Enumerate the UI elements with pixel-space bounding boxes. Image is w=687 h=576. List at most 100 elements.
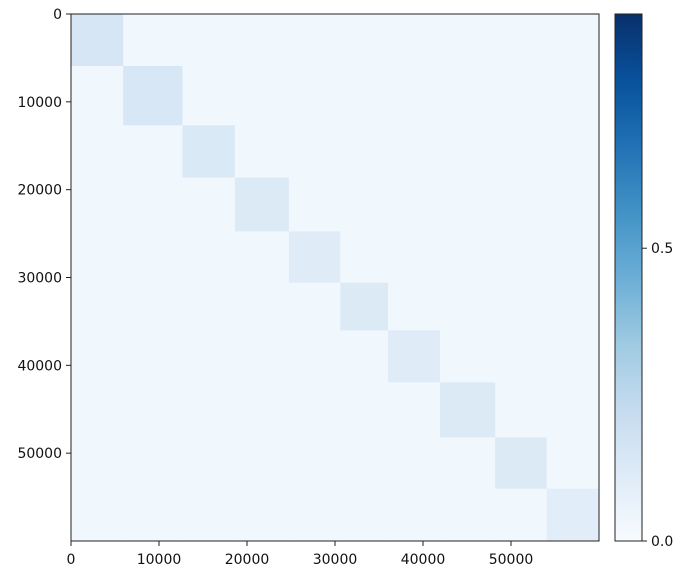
y-tick-label: 0 [53, 7, 62, 23]
y-tick-label: 10000 [17, 95, 62, 111]
heatmap-cell [123, 488, 184, 542]
heatmap-cell [495, 282, 548, 331]
heatmap-cell [340, 66, 389, 126]
heatmap-cell [182, 177, 236, 233]
heatmap-cell [340, 125, 389, 179]
heatmap-diagonal-block [495, 437, 548, 490]
heatmap-cell [123, 382, 184, 438]
heatmap-cell [387, 488, 441, 542]
heatmap-cell [234, 14, 290, 67]
heatmap-cell [546, 125, 600, 179]
heatmap-cell [495, 14, 548, 67]
heatmap-cell [495, 66, 548, 126]
heatmap-cell [288, 14, 341, 67]
heatmap-cell [440, 125, 496, 179]
heatmap-cell [387, 177, 441, 233]
heatmap-cell [387, 66, 441, 126]
heatmap-cell [123, 177, 184, 233]
heatmap-cell [182, 330, 236, 383]
heatmap-diagonal-block [182, 125, 236, 179]
heatmap-cell [340, 177, 389, 233]
heatmap-cell [234, 330, 290, 383]
heatmap-cell [288, 488, 341, 542]
heatmap-cell [387, 125, 441, 179]
y-tick-label: 40000 [17, 358, 62, 374]
heatmap-cell [440, 231, 496, 284]
y-tick-label: 50000 [17, 446, 62, 462]
heatmap-cell [495, 330, 548, 383]
heatmap-cell [123, 282, 184, 331]
heatmap-cell [123, 14, 184, 67]
y-axis: 0 10000 20000 30000 40000 50000 [17, 7, 71, 462]
colorbar-tick-label: 0.5 [651, 241, 673, 257]
heatmap-cell [440, 282, 496, 331]
colorbar: 0.0 0.5 [614, 13, 673, 550]
heatmap-cell [234, 382, 290, 438]
heatmap-cell [123, 437, 184, 490]
y-tick-label: 30000 [17, 271, 62, 287]
heatmap-cell [288, 282, 341, 331]
heatmap-cells [71, 14, 600, 542]
x-tick-label: 20000 [225, 552, 270, 568]
heatmap-cell [182, 231, 236, 284]
heatmap-cell [440, 488, 496, 542]
heatmap-cell [234, 125, 290, 179]
colorbar-scale [614, 13, 643, 542]
heatmap-cell [234, 231, 290, 284]
heatmap-cell [182, 282, 236, 331]
heatmap-cell [440, 177, 496, 233]
heatmap-cell [123, 330, 184, 383]
heatmap-diagonal-block [288, 231, 341, 284]
heatmap-cell [387, 437, 441, 490]
heatmap-cell [123, 231, 184, 284]
heatmap-cell [288, 125, 341, 179]
heatmap-cell [546, 330, 600, 383]
heatmap-cell [387, 231, 441, 284]
heatmap-cell [71, 231, 124, 284]
heatmap-cell [495, 125, 548, 179]
heatmap-cell [546, 66, 600, 126]
heatmap-diagonal-block [546, 488, 600, 542]
y-tick-label: 20000 [17, 183, 62, 199]
heatmap-cell [340, 488, 389, 542]
heatmap-diagonal-block [234, 177, 290, 233]
heatmap-cell [340, 437, 389, 490]
heatmap-cell [234, 437, 290, 490]
heatmap-diagonal-block [387, 330, 441, 383]
heatmap-cell [495, 177, 548, 233]
heatmap-cell [288, 66, 341, 126]
x-tick-label: 30000 [313, 552, 358, 568]
heatmap-cell [440, 330, 496, 383]
heatmap-cell [71, 382, 124, 438]
heatmap-cell [340, 382, 389, 438]
heatmap-cell [340, 231, 389, 284]
heatmap-cell [546, 437, 600, 490]
heatmap-diagonal-block [71, 14, 124, 67]
heatmap-diagonal-block [123, 66, 184, 126]
heatmap-cell [440, 66, 496, 126]
heatmap-cell [234, 282, 290, 331]
heatmap-cell [495, 231, 548, 284]
heatmap-cell [234, 66, 290, 126]
heatmap-cell [182, 382, 236, 438]
x-tick-label: 10000 [137, 552, 182, 568]
heatmap-cell [340, 330, 389, 383]
heatmap-cell [387, 14, 441, 67]
heatmap-cell [182, 66, 236, 126]
heatmap-diagonal-block [340, 282, 389, 331]
heatmap-cell [234, 488, 290, 542]
heatmap-cell [440, 437, 496, 490]
heatmap-cell [71, 488, 124, 542]
heatmap-cell [546, 382, 600, 438]
heatmap-cell [123, 125, 184, 179]
heatmap-cell [288, 382, 341, 438]
x-tick-label: 50000 [489, 552, 534, 568]
heatmap-cell [495, 382, 548, 438]
heatmap-cell [546, 177, 600, 233]
heatmap-cell [546, 14, 600, 67]
heatmap-cell [387, 382, 441, 438]
heatmap-cell [340, 14, 389, 67]
heatmap-cell [71, 66, 124, 126]
heatmap-cell [182, 14, 236, 67]
x-tick-label: 40000 [401, 552, 446, 568]
